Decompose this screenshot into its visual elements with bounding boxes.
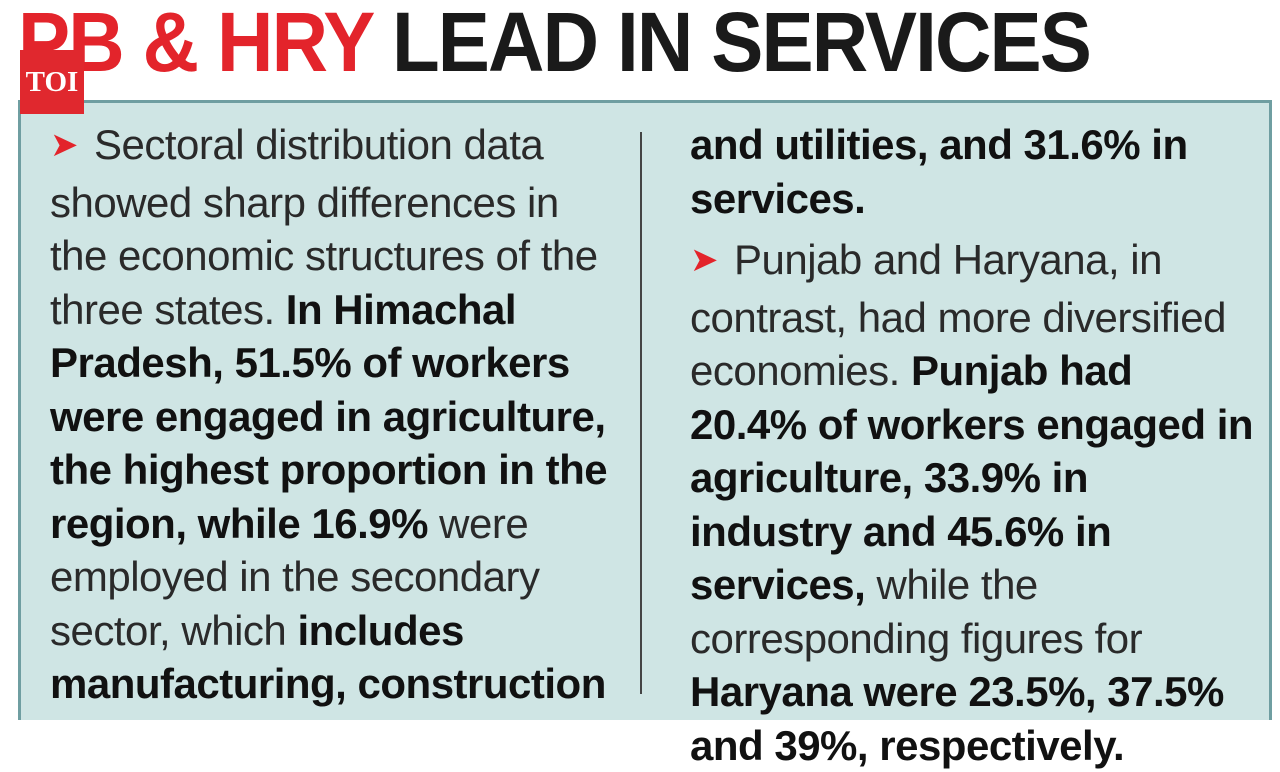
arrowhead-icon: ➤	[690, 241, 719, 279]
paragraph-text: were employed in the secondary sector, w…	[50, 499, 540, 654]
article-panel	[18, 100, 1272, 720]
headline: PB & HRY LEAD IN SERVICES	[18, 0, 1092, 90]
paragraph: ➤ Sectoral distribution data showed sharp…	[50, 118, 620, 711]
paragraph-highlight: Haryana were 23.5%, 37.5% and 39%, respe…	[690, 668, 1224, 769]
paragraph-highlight: includes manufacturing, construction	[50, 606, 606, 708]
toi-logo: TOI	[20, 50, 84, 114]
arrowhead-icon: ➤	[50, 126, 79, 164]
paragraph-intro: Punjab and Haryana, in contrast, had mor…	[690, 236, 1226, 394]
paragraph: and utilities, and 31.6% in services.	[690, 118, 1260, 225]
paragraph-text: while the corresponding figures for	[690, 561, 1143, 662]
paragraph: ➤ Punjab and Haryana, in contrast, had mo…	[690, 233, 1260, 772]
right-column: and utilities, and 31.6% in services. ➤ P…	[690, 118, 1260, 772]
paragraph-intro: Sectoral distribution data showed sharp …	[50, 121, 598, 333]
paragraph-highlight: In Himachal Pradesh, 51.5% of workers we…	[50, 285, 608, 547]
column-divider	[640, 132, 642, 694]
paragraph-highlight: Punjab had 20.4% of workers engaged in a…	[690, 347, 1254, 608]
paragraph-highlight: and utilities, and 31.6% in services.	[690, 121, 1188, 222]
headline-black-part: LEAD IN SERVICES	[391, 0, 1092, 89]
left-column: ➤ Sectoral distribution data showed sharp…	[50, 118, 620, 711]
